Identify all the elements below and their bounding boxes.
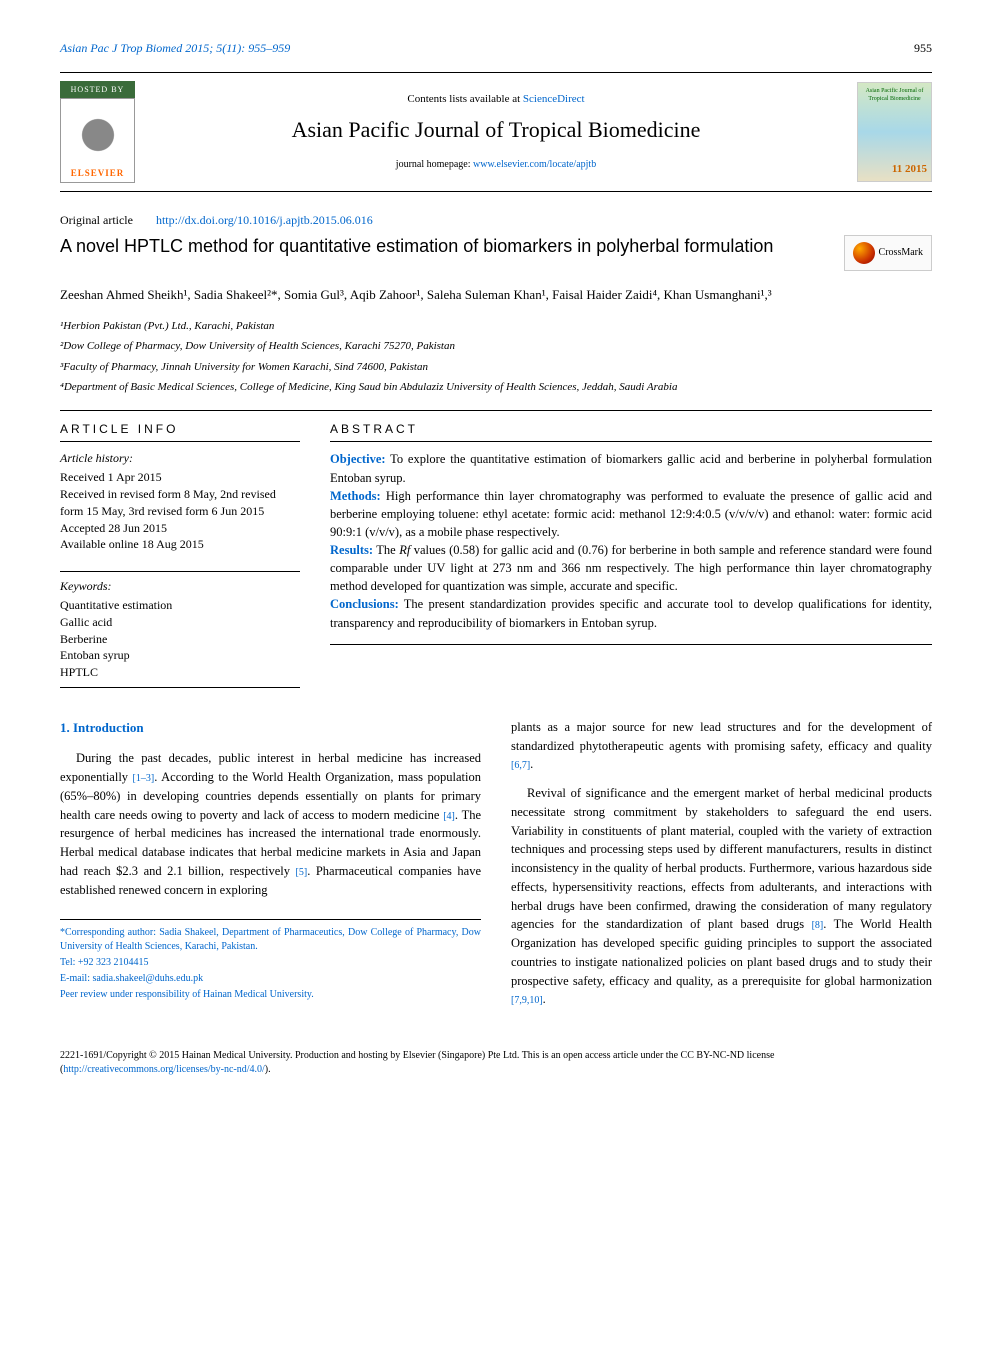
crossmark-icon bbox=[853, 242, 875, 264]
affiliation-2: ²Dow College of Pharmacy, Dow University… bbox=[60, 338, 932, 355]
objective-text: To explore the quantitative estimation o… bbox=[330, 452, 932, 484]
keywords-label: Keywords: bbox=[60, 578, 300, 595]
affiliation-4: ⁴Department of Basic Medical Sciences, C… bbox=[60, 379, 932, 396]
methods-text: High performance thin layer chromatograp… bbox=[330, 489, 932, 539]
crossmark-badge[interactable]: CrossMark bbox=[844, 235, 932, 271]
info-abstract-row: ARTICLE INFO Article history: Received 1… bbox=[60, 421, 932, 688]
journal-cover-thumbnail: Asian Pacific Journal of Tropical Biomed… bbox=[857, 82, 932, 182]
body-paragraph: During the past decades, public interest… bbox=[60, 749, 481, 899]
introduction-heading: 1. Introduction bbox=[60, 718, 481, 738]
citation[interactable]: [6,7] bbox=[511, 760, 530, 771]
journal-title: Asian Pacific Journal of Tropical Biomed… bbox=[150, 115, 842, 146]
keyword: HPTLC bbox=[60, 664, 300, 681]
body-columns: 1. Introduction During the past decades,… bbox=[60, 718, 932, 1019]
citation[interactable]: [7,9,10] bbox=[511, 995, 543, 1006]
divider bbox=[60, 571, 300, 572]
conclusions-text: The present standardization provides spe… bbox=[330, 597, 932, 629]
peer-review: Peer review under responsibility of Hain… bbox=[60, 988, 481, 1002]
contents-available-line: Contents lists available at ScienceDirec… bbox=[150, 92, 842, 107]
elsevier-label: ELSEVIER bbox=[71, 165, 125, 182]
divider bbox=[60, 687, 300, 688]
body-column-right: plants as a major source for new lead st… bbox=[511, 718, 932, 1019]
journal-reference: Asian Pac J Trop Biomed 2015; 5(11): 955… bbox=[60, 40, 290, 57]
body-paragraph: plants as a major source for new lead st… bbox=[511, 718, 932, 774]
cover-title: Asian Pacific Journal of Tropical Biomed… bbox=[862, 87, 927, 104]
keyword: Berberine bbox=[60, 631, 300, 648]
article-type: Original article bbox=[60, 213, 133, 227]
telephone: Tel: +92 323 2104415 bbox=[60, 956, 481, 970]
body-column-left: 1. Introduction During the past decades,… bbox=[60, 718, 481, 1019]
conclusions-label: Conclusions: bbox=[330, 597, 399, 611]
methods-label: Methods: bbox=[330, 489, 381, 503]
doi-link[interactable]: http://dx.doi.org/10.1016/j.apjtb.2015.0… bbox=[156, 213, 373, 227]
affiliations-block: ¹Herbion Pakistan (Pvt.) Ltd., Karachi, … bbox=[60, 318, 932, 411]
publisher-block: HOSTED BY ELSEVIER bbox=[60, 81, 135, 183]
authors-list: Zeeshan Ahmed Sheikh¹, Sadia Shakeel²*, … bbox=[60, 285, 932, 306]
masthead-center: Contents lists available at ScienceDirec… bbox=[150, 92, 842, 172]
elsevier-tree-icon bbox=[73, 115, 123, 165]
history-item: Available online 18 Aug 2015 bbox=[60, 536, 300, 553]
history-item: Received in revised form 8 May, 2nd revi… bbox=[60, 486, 300, 520]
hosted-by-badge: HOSTED BY bbox=[60, 81, 135, 98]
abstract-text: Objective: To explore the quantitative e… bbox=[330, 450, 932, 631]
divider bbox=[330, 441, 932, 442]
copyright-line: 2221-1691/Copyright © 2015 Hainan Medica… bbox=[60, 1049, 932, 1077]
history-item: Accepted 28 Jun 2015 bbox=[60, 520, 300, 537]
results-text-pre: The bbox=[373, 543, 399, 557]
citation[interactable]: [1–3] bbox=[133, 773, 155, 784]
article-info-heading: ARTICLE INFO bbox=[60, 421, 300, 438]
article-info-column: ARTICLE INFO Article history: Received 1… bbox=[60, 421, 300, 688]
sciencedirect-link[interactable]: ScienceDirect bbox=[523, 93, 585, 105]
masthead: HOSTED BY ELSEVIER Contents lists availa… bbox=[60, 72, 932, 192]
corresponding-author: *Corresponding author: Sadia Shakeel, De… bbox=[60, 926, 481, 954]
crossmark-label: CrossMark bbox=[879, 246, 923, 260]
article-title: A novel HPTLC method for quantitative es… bbox=[60, 235, 844, 258]
abstract-heading: ABSTRACT bbox=[330, 421, 932, 438]
divider bbox=[330, 644, 932, 645]
citation[interactable]: [8] bbox=[812, 920, 824, 931]
affiliation-3: ³Faculty of Pharmacy, Jinnah University … bbox=[60, 359, 932, 376]
citation[interactable]: [5] bbox=[296, 867, 308, 878]
results-text-post: values (0.58) for gallic acid and (0.76)… bbox=[330, 543, 932, 593]
page-number: 955 bbox=[914, 40, 932, 57]
article-type-row: Original article http://dx.doi.org/10.10… bbox=[60, 212, 932, 229]
running-header: Asian Pac J Trop Biomed 2015; 5(11): 955… bbox=[60, 40, 932, 57]
keywords-block: Keywords: Quantitative estimation Gallic… bbox=[60, 571, 300, 688]
elsevier-logo: ELSEVIER bbox=[60, 98, 135, 183]
rf-symbol: Rf bbox=[399, 543, 410, 557]
homepage-line: journal homepage: www.elsevier.com/locat… bbox=[150, 158, 842, 172]
footnote-block: *Corresponding author: Sadia Shakeel, De… bbox=[60, 919, 481, 1002]
keyword: Entoban syrup bbox=[60, 647, 300, 664]
homepage-link[interactable]: www.elsevier.com/locate/apjtb bbox=[473, 159, 596, 170]
keyword: Gallic acid bbox=[60, 614, 300, 631]
body-paragraph: Revival of significance and the emergent… bbox=[511, 784, 932, 1009]
abstract-column: ABSTRACT Objective: To explore the quant… bbox=[330, 421, 932, 688]
objective-label: Objective: bbox=[330, 452, 386, 466]
title-row: A novel HPTLC method for quantitative es… bbox=[60, 235, 932, 271]
history-label: Article history: bbox=[60, 450, 300, 467]
affiliation-1: ¹Herbion Pakistan (Pvt.) Ltd., Karachi, … bbox=[60, 318, 932, 335]
citation[interactable]: [4] bbox=[443, 811, 455, 822]
email-line: E-mail: sadia.shakeel@duhs.edu.pk bbox=[60, 972, 481, 986]
cover-issue: 11 2015 bbox=[862, 162, 927, 177]
divider bbox=[60, 441, 300, 442]
results-label: Results: bbox=[330, 543, 373, 557]
history-item: Received 1 Apr 2015 bbox=[60, 469, 300, 486]
email-link[interactable]: sadia.shakeel@duhs.edu.pk bbox=[93, 973, 204, 984]
keyword: Quantitative estimation bbox=[60, 597, 300, 614]
license-link[interactable]: http://creativecommons.org/licenses/by-n… bbox=[63, 1064, 264, 1075]
